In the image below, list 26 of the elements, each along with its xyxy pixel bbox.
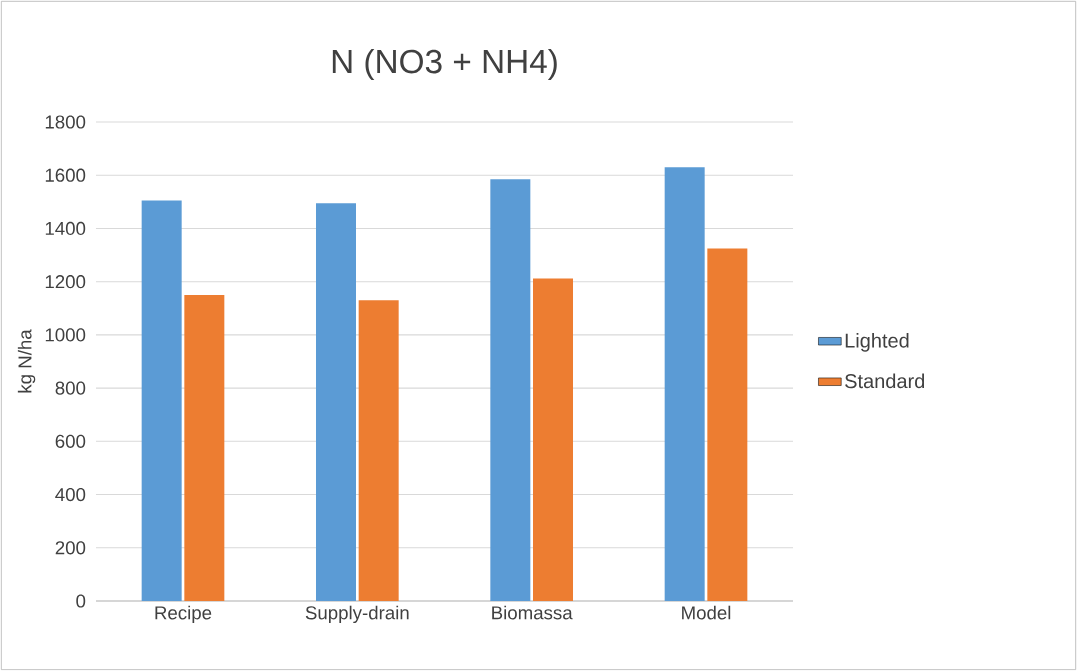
y-tick-label: 0 <box>76 594 86 608</box>
bar <box>707 248 748 601</box>
bar <box>184 294 225 601</box>
x-tick-label: Recipe <box>155 605 212 624</box>
bar <box>490 179 531 601</box>
y-tick-label: 1200 <box>45 275 86 289</box>
y-tick-label: 200 <box>55 541 86 555</box>
x-tick-label: Biomassa <box>492 605 573 620</box>
bar <box>664 167 705 601</box>
bar <box>316 203 356 601</box>
y-axis-title: kg N/ha <box>17 329 36 393</box>
y-tick-label: 1600 <box>45 168 86 182</box>
y-tick-label: 1800 <box>45 115 86 129</box>
legend-label: Lighted <box>845 333 909 352</box>
y-tick-label: 1000 <box>45 328 86 342</box>
legend-label: Standard <box>845 373 925 389</box>
y-tick-label: 800 <box>55 381 86 395</box>
y-tick-label: 600 <box>55 434 86 448</box>
bar <box>533 278 574 601</box>
bar <box>358 300 399 601</box>
y-tick-label: 400 <box>55 487 86 502</box>
y-tick-label: 1400 <box>45 221 86 236</box>
x-tick-label: Supply-drain <box>305 605 409 624</box>
x-tick-label: Model <box>682 605 731 620</box>
chart-title: N (NO3 + NH4) <box>332 48 557 80</box>
bar <box>141 200 182 601</box>
